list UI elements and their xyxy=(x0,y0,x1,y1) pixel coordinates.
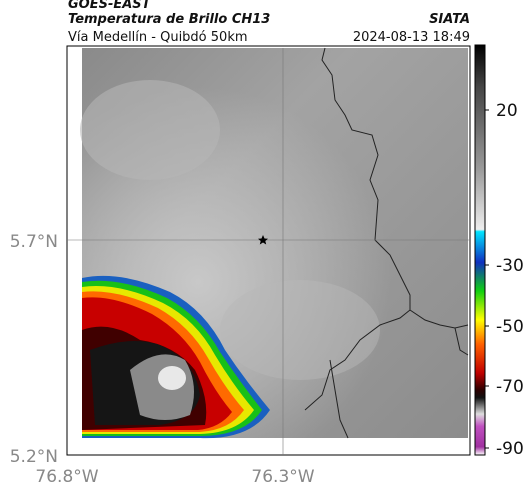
title: GOES-EAST xyxy=(68,0,152,12)
region: Vía Medellín - Quibdó 50km xyxy=(68,30,248,45)
colorbar-tick: -50 xyxy=(496,317,524,337)
lon-label: 76.8°W xyxy=(35,467,98,487)
lat-label: 5.2°N xyxy=(10,447,58,467)
lon-label: 76.3°W xyxy=(251,467,314,487)
colorbar: 20 -30 -50 -70 -90 xyxy=(474,44,524,459)
colorbar-tick: -30 xyxy=(496,256,524,276)
subtitle: Temperatura de Brillo CH13 xyxy=(68,12,270,27)
colorbar-tick: 20 xyxy=(496,101,518,121)
satellite-image xyxy=(66,45,471,456)
colorbar-tick: -70 xyxy=(496,377,524,397)
colorbar-tick: -90 xyxy=(496,439,524,459)
lat-label: 5.7°N xyxy=(10,232,58,252)
source: SIATA xyxy=(429,12,470,27)
datetime: 2024-08-13 18:49 xyxy=(353,30,470,45)
